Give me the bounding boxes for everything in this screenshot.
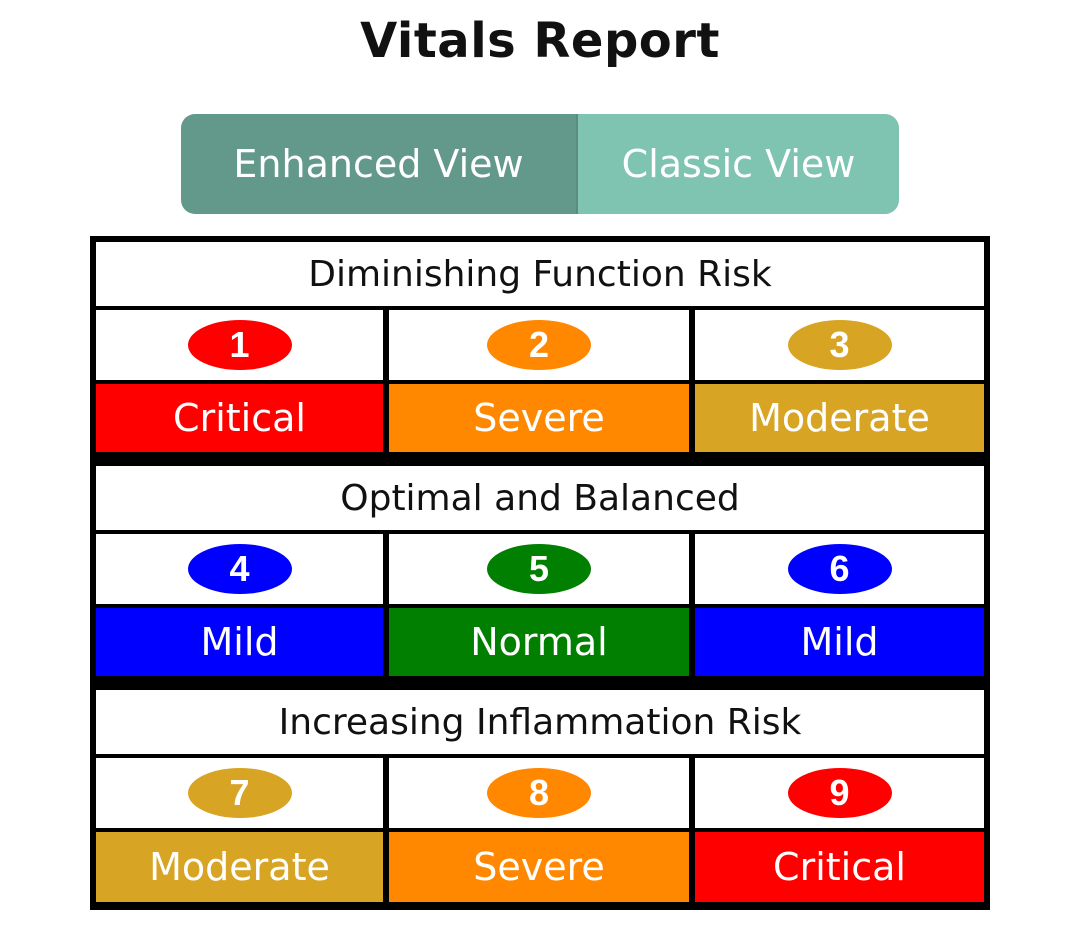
classic-view-button[interactable]: Classic View bbox=[578, 114, 899, 214]
range-number-badge: 6 bbox=[787, 544, 892, 594]
range-number-cell: 1 bbox=[96, 310, 383, 380]
range-number-badge: 5 bbox=[487, 544, 591, 594]
range-number-cell: 9 bbox=[695, 758, 984, 828]
range-number-badge: 9 bbox=[787, 768, 892, 818]
range-number-cell: 4 bbox=[96, 534, 383, 604]
range-number-badge: 1 bbox=[187, 320, 292, 370]
range-number-cell: 5 bbox=[389, 534, 689, 604]
range-label-cell: Moderate bbox=[695, 384, 984, 452]
range-number-badge: 3 bbox=[787, 320, 892, 370]
section-header-diminishing-function-risk: Diminishing Function Risk bbox=[96, 242, 984, 306]
enhanced-view-button[interactable]: Enhanced View bbox=[181, 114, 578, 214]
view-toggle: Enhanced View Classic View bbox=[181, 114, 899, 214]
range-number-badge: 4 bbox=[187, 544, 292, 594]
section-header-optimal-and-balanced: Optimal and Balanced bbox=[96, 466, 984, 530]
range-number-cell: 8 bbox=[389, 758, 689, 828]
vitals-grid: Diminishing Function Risk 1 2 3 Critical… bbox=[90, 236, 990, 910]
range-label-cell: Mild bbox=[695, 608, 984, 676]
range-label-cell: Mild bbox=[96, 608, 383, 676]
range-label-cell: Severe bbox=[389, 384, 689, 452]
range-number-cell: 6 bbox=[695, 534, 984, 604]
range-number-cell: 7 bbox=[96, 758, 383, 828]
range-label-cell: Severe bbox=[389, 832, 689, 902]
section-header-increasing-inflammation-risk: Increasing Inflammation Risk bbox=[96, 690, 984, 754]
page-title: Vitals Report bbox=[360, 13, 720, 69]
range-label-cell: Normal bbox=[389, 608, 689, 676]
range-number-badge: 8 bbox=[487, 768, 591, 818]
range-number-badge: 7 bbox=[187, 768, 292, 818]
range-number-cell: 2 bbox=[389, 310, 689, 380]
range-number-badge: 2 bbox=[487, 320, 591, 370]
range-number-cell: 3 bbox=[695, 310, 984, 380]
range-label-cell: Critical bbox=[96, 384, 383, 452]
range-label-cell: Moderate bbox=[96, 832, 383, 902]
range-label-cell: Critical bbox=[695, 832, 984, 902]
